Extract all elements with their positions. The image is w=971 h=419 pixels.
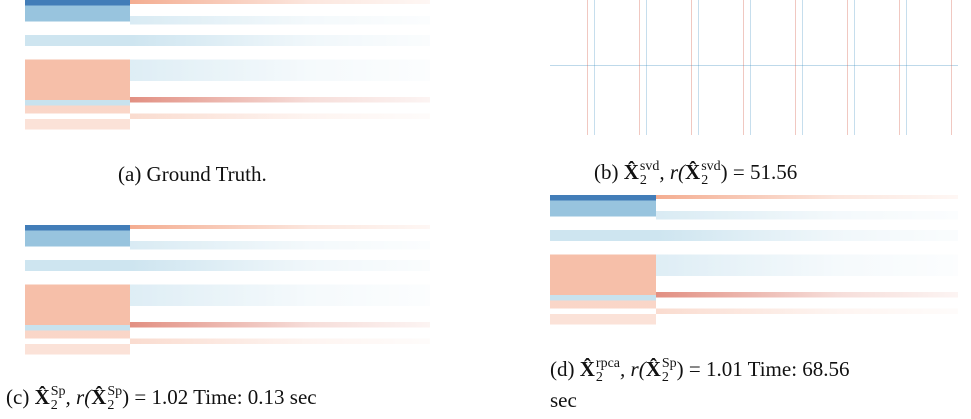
math-sub: 2: [50, 398, 58, 414]
caption-text: (a) Ground Truth.: [118, 162, 267, 186]
math: X̂: [91, 385, 107, 409]
heatmap: [25, 0, 430, 135]
math: , r(: [620, 357, 646, 381]
math-sub: 2: [661, 370, 669, 386]
caption: (d) X̂ rpca 2, r(X̂ Sp 2) = 1.01 Time: 68.56: [550, 357, 850, 385]
math: X̂: [579, 357, 595, 381]
caption-text: (d): [550, 357, 580, 381]
math-sub: 2: [107, 398, 115, 414]
caption-text: (c): [6, 385, 35, 409]
math-sub: 2: [701, 173, 709, 189]
caption-text: ) = 51.56: [720, 160, 798, 184]
caption: (c) X̂ Sp 2, r(X̂ Sp 2) = 1.02 Time: 0.13 se…: [6, 385, 317, 413]
math: X̂: [685, 160, 701, 184]
math: , r(: [65, 385, 92, 409]
math: X̂: [645, 357, 661, 381]
caption: sec: [550, 388, 577, 413]
math-sup: svd: [639, 159, 660, 175]
heatmap: [25, 225, 430, 360]
math: X̂: [623, 160, 639, 184]
math-sup: Sp: [107, 384, 123, 400]
math: , r(: [659, 160, 686, 184]
caption-text: sec: [550, 388, 577, 412]
math: X̂: [34, 385, 50, 409]
caption: (a) Ground Truth.: [118, 162, 267, 187]
math-sub: 2: [639, 173, 647, 189]
math-sup: rpca: [595, 356, 621, 372]
caption: (b) X̂ svd 2, r(X̂ svd 2) = 51.56: [594, 160, 797, 188]
heatmap: [550, 0, 958, 135]
math-sup: Sp: [50, 384, 66, 400]
caption-text: (b): [594, 160, 624, 184]
caption-text: ) = 1.02 Time: 0.13 sec: [122, 385, 317, 409]
math-sup: svd: [701, 159, 721, 175]
math-sup: Sp: [661, 356, 677, 372]
caption-text: ) = 1.01 Time: 68.56: [676, 357, 850, 381]
math-sub: 2: [595, 370, 603, 386]
heatmap: [550, 195, 958, 330]
